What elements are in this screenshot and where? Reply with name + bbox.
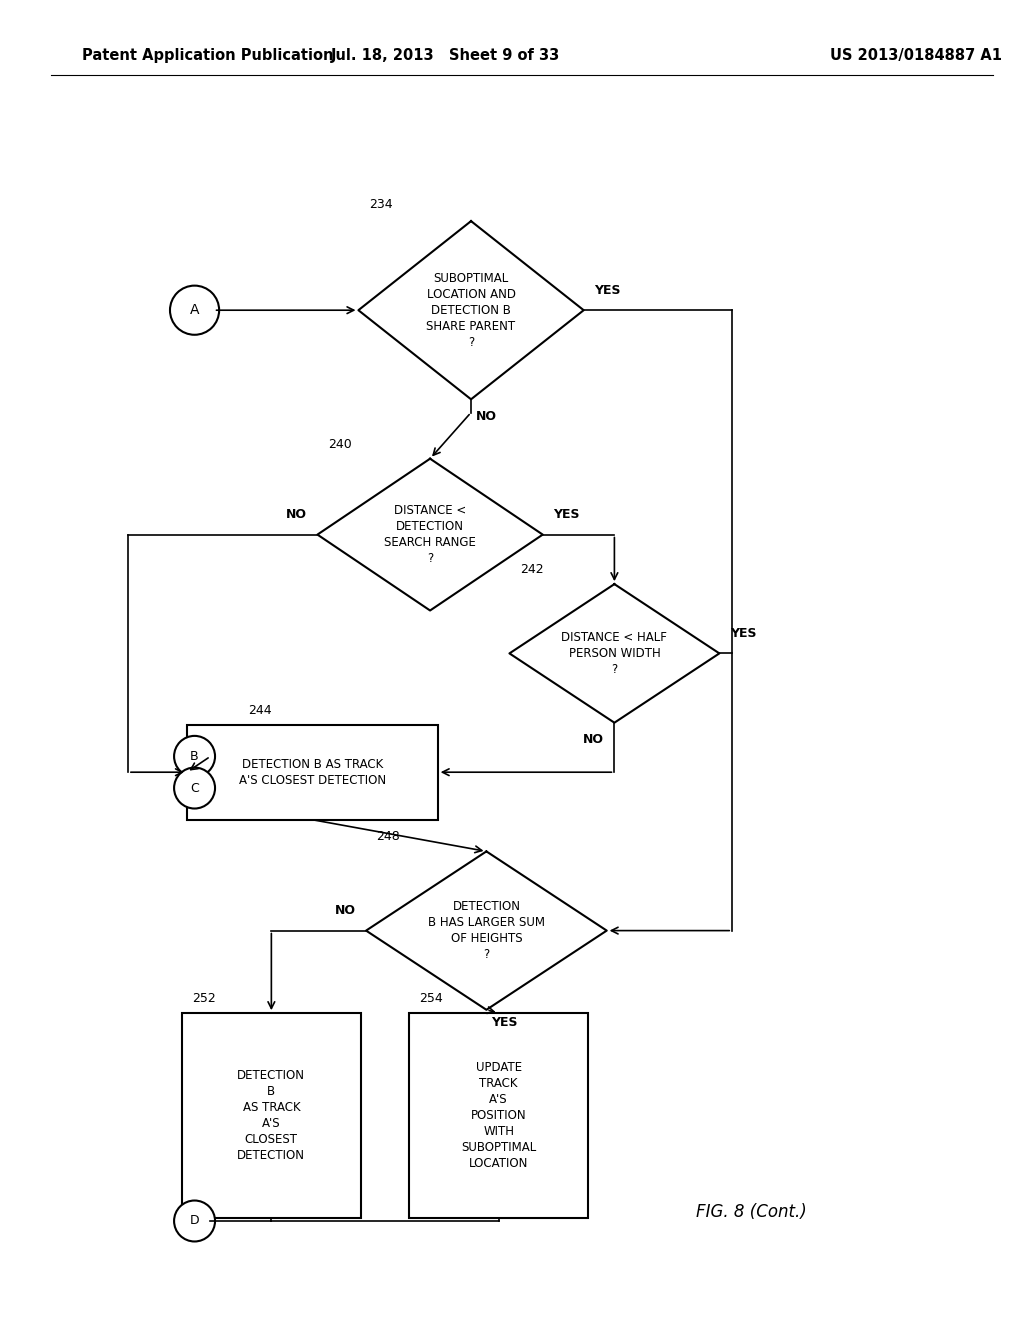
Text: 240: 240 [328, 438, 351, 451]
Ellipse shape [174, 1200, 215, 1242]
Text: D: D [189, 1214, 200, 1228]
Ellipse shape [174, 767, 215, 809]
Text: A: A [189, 304, 200, 317]
FancyBboxPatch shape [186, 725, 438, 820]
Text: 252: 252 [193, 993, 216, 1006]
Text: C: C [190, 781, 199, 795]
Text: YES: YES [492, 1016, 518, 1030]
Text: 254: 254 [420, 993, 443, 1006]
Text: Jul. 18, 2013   Sheet 9 of 33: Jul. 18, 2013 Sheet 9 of 33 [331, 48, 560, 63]
Text: 244: 244 [248, 704, 272, 717]
Text: NO: NO [335, 904, 356, 917]
Text: Patent Application Publication: Patent Application Publication [82, 48, 334, 63]
Text: YES: YES [594, 284, 621, 297]
Text: 234: 234 [369, 198, 392, 210]
FancyBboxPatch shape [409, 1014, 588, 1217]
Text: 242: 242 [519, 564, 544, 576]
Ellipse shape [174, 735, 215, 777]
FancyBboxPatch shape [182, 1014, 361, 1217]
Ellipse shape [170, 285, 219, 335]
Text: DETECTION
B
AS TRACK
A'S
CLOSEST
DETECTION: DETECTION B AS TRACK A'S CLOSEST DETECTI… [238, 1069, 305, 1162]
Text: DETECTION B AS TRACK
A'S CLOSEST DETECTION: DETECTION B AS TRACK A'S CLOSEST DETECTI… [239, 758, 386, 787]
Text: YES: YES [553, 508, 580, 521]
Text: DETECTION
B HAS LARGER SUM
OF HEIGHTS
?: DETECTION B HAS LARGER SUM OF HEIGHTS ? [428, 900, 545, 961]
Text: 248: 248 [377, 830, 400, 843]
Text: B: B [190, 750, 199, 763]
Text: NO: NO [583, 734, 604, 746]
Text: UPDATE
TRACK
A'S
POSITION
WITH
SUBOPTIMAL
LOCATION: UPDATE TRACK A'S POSITION WITH SUBOPTIMA… [461, 1061, 537, 1170]
Text: FIG. 8 (Cont.): FIG. 8 (Cont.) [696, 1203, 807, 1221]
Text: SUBOPTIMAL
LOCATION AND
DETECTION B
SHARE PARENT
?: SUBOPTIMAL LOCATION AND DETECTION B SHAR… [426, 272, 516, 348]
Text: NO: NO [286, 508, 307, 521]
Text: NO: NO [476, 409, 498, 422]
Text: DISTANCE < HALF
PERSON WIDTH
?: DISTANCE < HALF PERSON WIDTH ? [561, 631, 668, 676]
Text: YES: YES [729, 627, 756, 640]
Text: DISTANCE <
DETECTION
SEARCH RANGE
?: DISTANCE < DETECTION SEARCH RANGE ? [384, 504, 476, 565]
Text: US 2013/0184887 A1: US 2013/0184887 A1 [830, 48, 1002, 63]
